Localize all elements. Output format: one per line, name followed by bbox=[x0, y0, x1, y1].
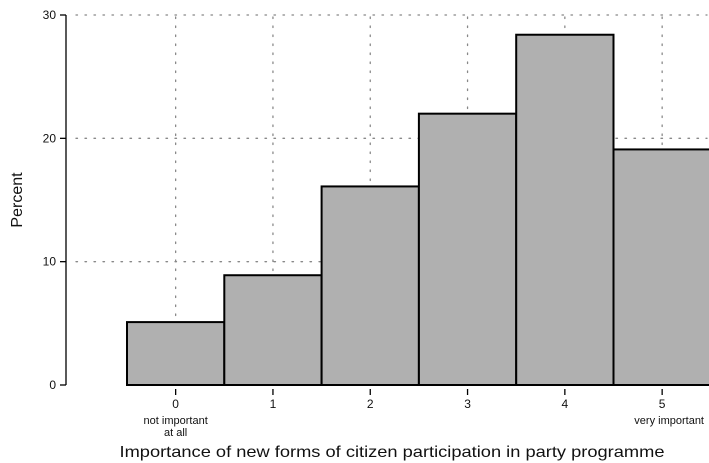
bar-0 bbox=[126, 321, 226, 387]
x-tick-label: 4 bbox=[562, 397, 569, 411]
category-sublabel: at all bbox=[164, 427, 187, 439]
category-sublabel: very important bbox=[634, 415, 704, 427]
y-tick-label: 10 bbox=[43, 255, 57, 269]
y-tick-label: 30 bbox=[43, 8, 57, 22]
x-tick-label: 1 bbox=[270, 397, 277, 411]
bar-5 bbox=[612, 148, 709, 386]
bar-2 bbox=[320, 185, 420, 386]
x-tick-label: 5 bbox=[659, 397, 666, 411]
x-tick-label: 0 bbox=[172, 397, 179, 411]
x-tick-label: 3 bbox=[464, 397, 471, 411]
y-axis-title: Percent bbox=[9, 172, 26, 228]
axes bbox=[60, 14, 663, 395]
y-tick-label: 20 bbox=[43, 131, 57, 145]
bar-3 bbox=[417, 112, 518, 387]
bars bbox=[126, 33, 709, 387]
y-tick-label: 0 bbox=[49, 378, 56, 392]
x-tick-label: 2 bbox=[367, 397, 374, 411]
category-sublabel: not important bbox=[144, 415, 208, 427]
bar-1 bbox=[223, 274, 323, 387]
x-axis-title: Importance of new forms of citizen parti… bbox=[120, 444, 665, 461]
bar-4 bbox=[515, 33, 615, 386]
